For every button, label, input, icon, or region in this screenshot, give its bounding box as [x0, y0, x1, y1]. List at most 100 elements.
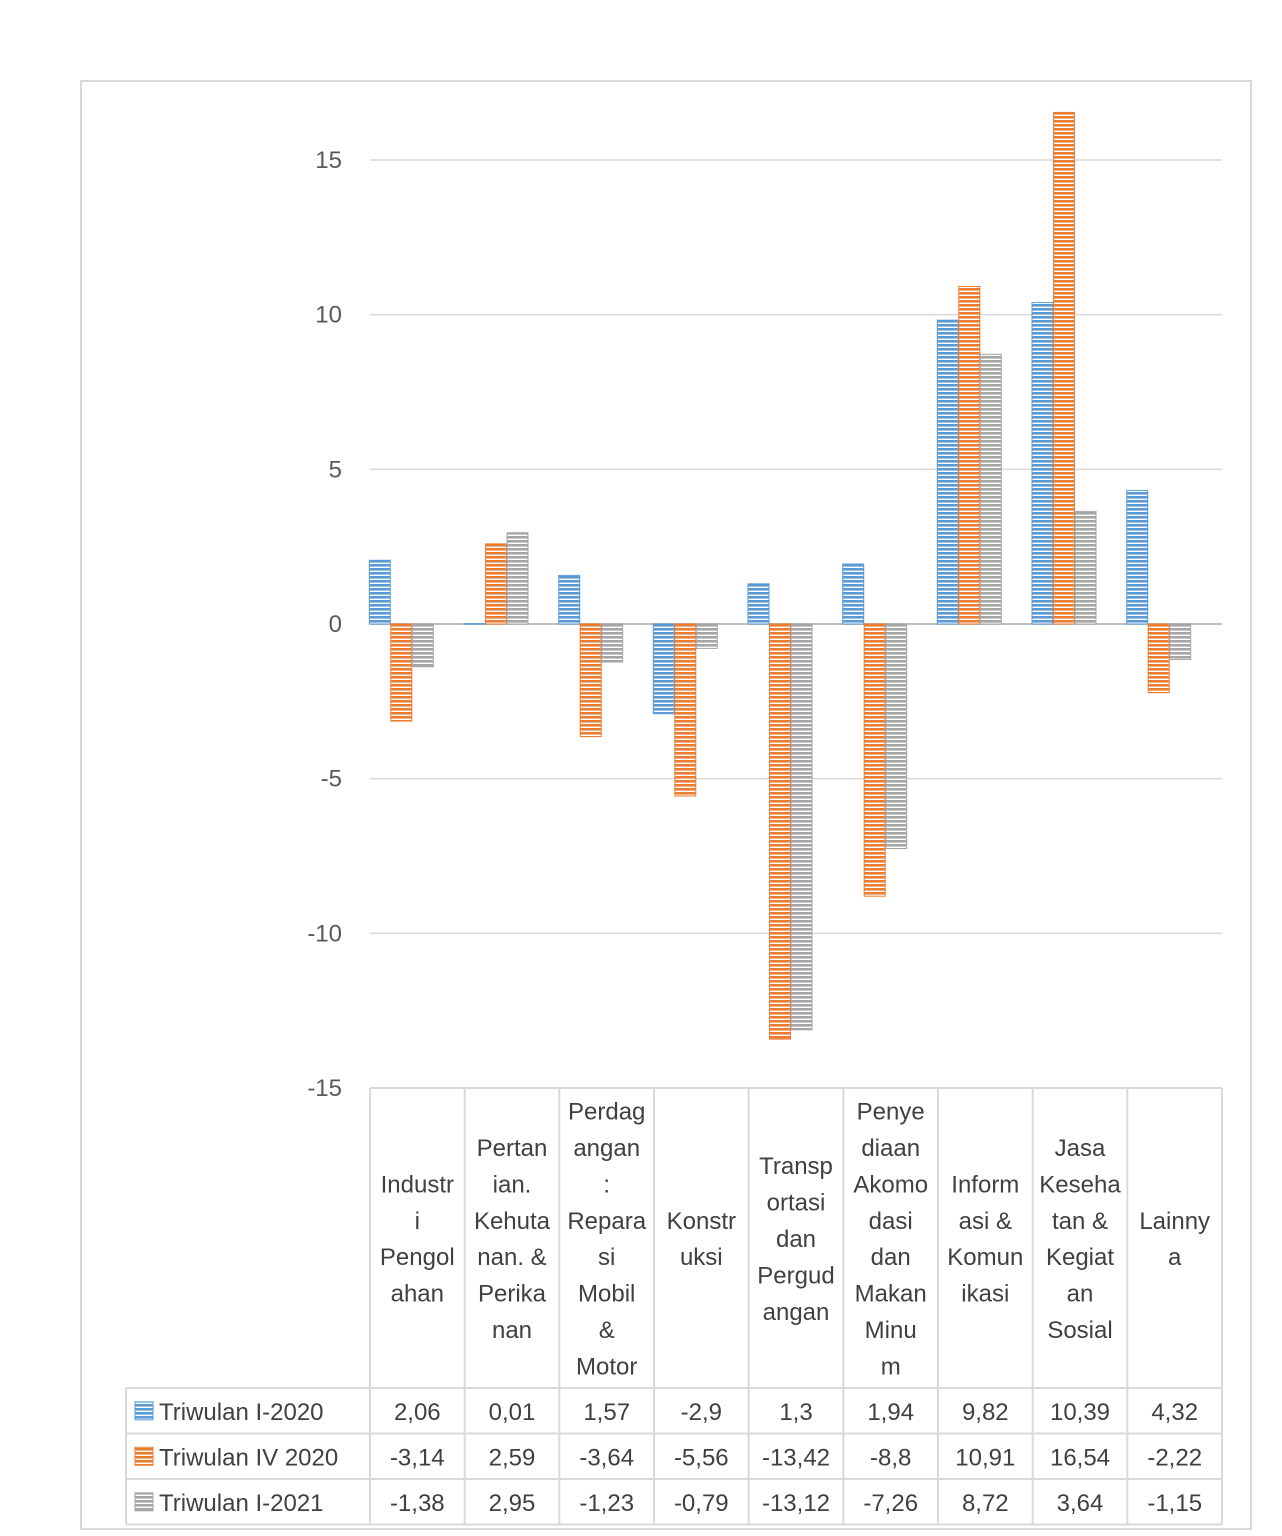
y-tick-label: 0: [329, 611, 342, 638]
category-label: angan: [573, 1135, 640, 1162]
category-label: Perika: [478, 1281, 547, 1308]
category-label: nan: [492, 1317, 532, 1344]
bar: [1053, 111, 1075, 625]
category-label: Komun: [947, 1244, 1023, 1271]
data-label: 16,54: [1050, 1444, 1110, 1471]
data-label: -1,38: [390, 1490, 445, 1517]
category-label: Konstr: [667, 1208, 736, 1235]
category-label: dan: [871, 1244, 911, 1271]
data-label: 10,91: [955, 1444, 1015, 1471]
data-label: -13,42: [762, 1444, 830, 1471]
bar: [747, 583, 770, 625]
category-label: asi &: [959, 1208, 1012, 1235]
data-label: 3,64: [1057, 1490, 1104, 1517]
bar: [695, 623, 718, 649]
data-label: 9,82: [962, 1399, 1009, 1426]
category-label: Inform: [951, 1171, 1019, 1198]
category-label: Kehuta: [474, 1208, 551, 1235]
category-label: Minu: [865, 1317, 917, 1344]
bar: [674, 623, 697, 797]
bar: [485, 543, 507, 625]
category-label: Penye: [857, 1099, 925, 1126]
bar: [411, 623, 434, 668]
category-label: uksi: [680, 1244, 723, 1271]
bar: [463, 623, 486, 625]
category-label: Lainny: [1139, 1208, 1210, 1235]
data-label: 1,3: [779, 1399, 812, 1426]
data-label: -1,15: [1147, 1490, 1202, 1517]
bars: [368, 111, 1192, 1040]
data-label: -8,8: [870, 1444, 911, 1471]
bar: [1126, 489, 1149, 625]
bar: [390, 623, 413, 722]
series-name: Triwulan IV 2020: [159, 1444, 338, 1471]
data-label: 1,94: [867, 1399, 914, 1426]
bar: [936, 319, 959, 625]
category-label: Industr: [381, 1171, 454, 1198]
category-label: Repara: [567, 1208, 646, 1235]
category-label: angan: [763, 1299, 830, 1326]
series-name: Triwulan I-2021: [159, 1490, 324, 1517]
bar: [863, 623, 886, 897]
category-label: a: [1168, 1244, 1182, 1271]
category-label: ahan: [391, 1281, 444, 1308]
data-label: 10,39: [1050, 1399, 1110, 1426]
category-label: Mobil: [578, 1281, 635, 1308]
data-label: -3,64: [579, 1444, 634, 1471]
category-label: Jasa: [1055, 1135, 1106, 1162]
data-label: -0,79: [674, 1490, 729, 1517]
bar: [506, 532, 529, 625]
category-label: an: [1067, 1281, 1094, 1308]
data-label: 4,32: [1151, 1399, 1198, 1426]
category-label: Kegiat: [1046, 1244, 1114, 1271]
data-label: 2,95: [489, 1490, 536, 1517]
data-label: -13,12: [762, 1490, 830, 1517]
category-label: Akomo: [853, 1171, 928, 1198]
category-label: :: [603, 1171, 610, 1198]
y-tick-label: -10: [307, 920, 342, 947]
legend-key: [134, 1401, 154, 1421]
category-label: Perdag: [568, 1099, 645, 1126]
bar: [1147, 623, 1170, 694]
category-label: &: [599, 1317, 615, 1344]
category-label: Motor: [576, 1353, 637, 1380]
category-label: si: [598, 1244, 615, 1271]
bar: [601, 623, 624, 663]
category-label: ian.: [493, 1171, 532, 1198]
data-label: 2,59: [489, 1444, 536, 1471]
data-label: 0,01: [489, 1399, 536, 1426]
data-label: -2,9: [681, 1399, 722, 1426]
bar: [979, 353, 1002, 625]
bar: [790, 623, 813, 1031]
data-label: -2,22: [1147, 1444, 1202, 1471]
series-name: Triwulan I-2020: [159, 1399, 324, 1426]
y-tick-label: 10: [315, 302, 342, 329]
category-label: Transp: [759, 1153, 833, 1180]
data-label: -7,26: [863, 1490, 918, 1517]
bar: [1169, 623, 1192, 661]
category-label: Sosial: [1047, 1317, 1112, 1344]
category-label: Pergud: [757, 1262, 834, 1289]
data-table: Industr i Pengol ahan Pertan ian. Kehuta nan. &…: [125, 1087, 1223, 1526]
chart-frame: [80, 80, 1252, 1530]
category-label: i: [415, 1208, 420, 1235]
legend-key: [134, 1446, 154, 1466]
data-label: 2,06: [394, 1399, 441, 1426]
bar: [579, 623, 602, 738]
y-tick-label: -15: [307, 1075, 342, 1102]
bar: [958, 286, 981, 625]
bar: [1031, 302, 1054, 625]
data-label: -3,14: [390, 1444, 445, 1471]
bar: [842, 563, 865, 625]
data-label: -5,56: [674, 1444, 729, 1471]
category-label: Pertan: [477, 1135, 548, 1162]
bar: [769, 623, 791, 1040]
y-tick-label: 5: [329, 456, 342, 483]
bar: [652, 623, 675, 715]
category-label: ikasi: [961, 1281, 1009, 1308]
y-tick-label: -5: [321, 766, 342, 793]
category-label: nan. &: [477, 1244, 546, 1271]
bar: [885, 623, 908, 850]
data-label: 1,57: [583, 1399, 630, 1426]
